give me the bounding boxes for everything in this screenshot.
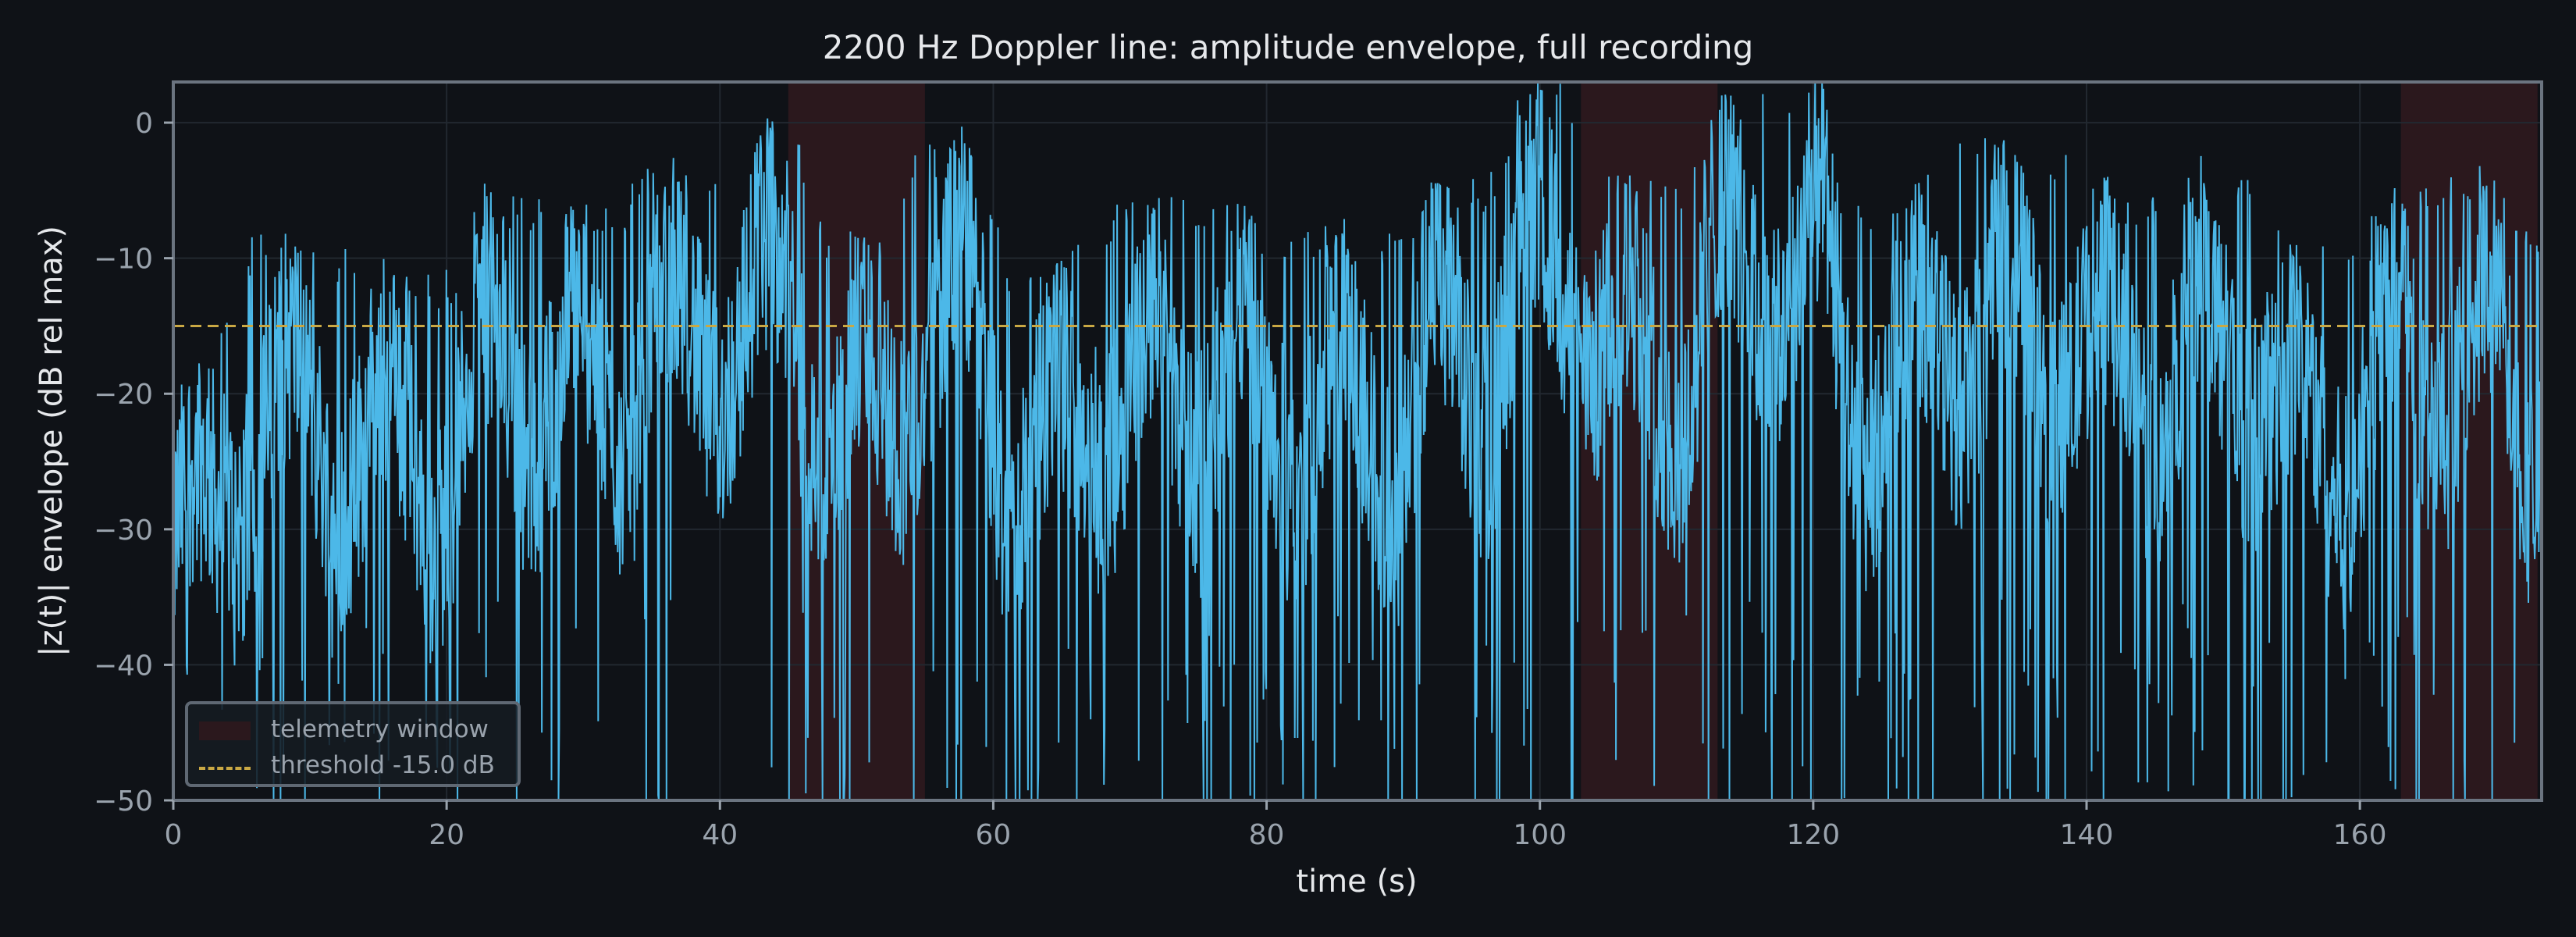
legend-label: telemetry window — [271, 715, 489, 743]
x-tick-label: 120 — [1787, 819, 1841, 851]
y-tick-label: −40 — [94, 650, 153, 682]
x-tick-label: 20 — [429, 819, 464, 851]
legend-label: threshold -15.0 dB — [271, 751, 495, 779]
legend: telemetry window threshold -15.0 dB — [185, 701, 521, 787]
legend-item-telemetry: telemetry window — [188, 715, 518, 746]
chart-title: 2200 Hz Doppler line: amplitude envelope… — [822, 28, 1754, 66]
telemetry-window-swatch-icon — [199, 721, 251, 740]
telemetry-window — [788, 82, 925, 800]
y-tick-label: −50 — [94, 786, 153, 818]
x-tick-label: 100 — [1513, 819, 1567, 851]
axes-frame — [172, 80, 2543, 802]
y-tick-label: −30 — [94, 515, 153, 547]
y-tick-label: 0 — [135, 108, 153, 140]
legend-item-threshold: threshold -15.0 dB — [188, 751, 518, 782]
x-tick-label: 140 — [2060, 819, 2114, 851]
y-tick-label: −20 — [94, 379, 153, 411]
x-axis-label: time (s) — [1296, 864, 1418, 900]
x-tick-label: 60 — [976, 819, 1012, 851]
x-tick-label: 80 — [1249, 819, 1285, 851]
envelope-line — [173, 81, 2542, 801]
y-tick-label: −10 — [94, 244, 153, 276]
x-tick-label: 40 — [702, 819, 738, 851]
x-tick-label: 0 — [165, 819, 183, 851]
dashed-line-swatch-icon — [199, 767, 251, 770]
x-tick-label: 160 — [2333, 819, 2387, 851]
axis-ticks: 0 20 40 60 80 100 120 140 160 0 −10 −20 −30 −40 −50 — [94, 108, 2386, 851]
